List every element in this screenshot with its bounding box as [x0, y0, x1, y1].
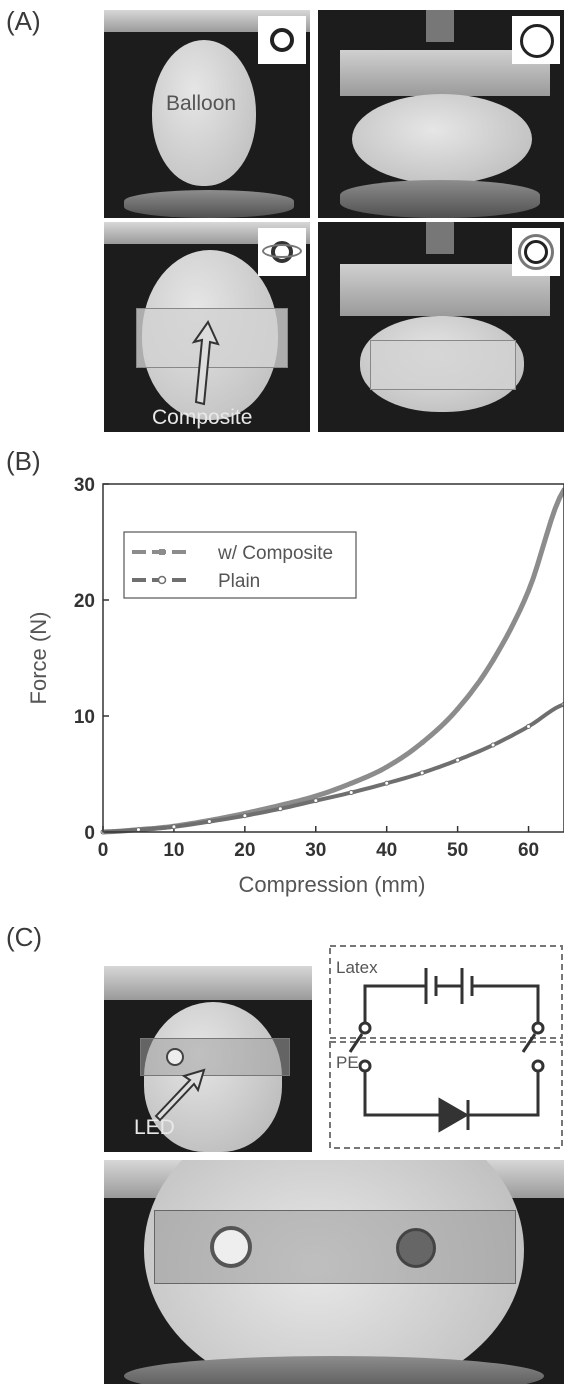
- data-point-composite: [313, 794, 318, 799]
- composite-arrow: [191, 319, 220, 406]
- switch-left-icon: [348, 1021, 372, 1073]
- data-point-composite: [562, 487, 564, 492]
- data-point-plain: [277, 806, 283, 812]
- data-point-plain: [419, 770, 425, 776]
- x-tick-label: 30: [305, 840, 326, 861]
- data-point-composite: [384, 765, 389, 770]
- series-line-plain: [102, 702, 564, 834]
- data-point-composite: [278, 803, 283, 808]
- diode-icon: [363, 1071, 540, 1133]
- pe-box: [329, 1041, 563, 1149]
- balloon-shape: [352, 94, 532, 184]
- led-arrow: [154, 1068, 206, 1122]
- press-base: [124, 1356, 544, 1384]
- data-point-plain: [242, 813, 248, 819]
- data-point-composite: [420, 740, 425, 745]
- data-point-plain: [526, 723, 532, 729]
- large-ring-icon: [512, 16, 560, 64]
- data-point-plain: [135, 827, 141, 833]
- x-axis-label: Compression (mm): [238, 872, 425, 897]
- data-point-plain: [313, 798, 319, 804]
- y-tick-label: 30: [74, 475, 95, 496]
- data-point-plain: [455, 757, 461, 763]
- x-tick-label: 60: [518, 840, 539, 861]
- pe-band: [140, 1038, 290, 1076]
- balloon-shape: [144, 1002, 282, 1152]
- y-axis-label: Force (N): [26, 612, 51, 705]
- led-component: [166, 1048, 184, 1066]
- data-point-composite: [526, 588, 531, 593]
- switch-right-icon: [521, 1021, 545, 1073]
- ring-icon: [258, 16, 306, 64]
- photo-led-closeup: [104, 1160, 564, 1384]
- composite-ring-icon: [258, 228, 306, 276]
- battery-component: [396, 1228, 436, 1268]
- composite-label: Composite: [152, 406, 253, 429]
- legend-marker-composite: [159, 549, 165, 555]
- data-point-plain: [206, 819, 212, 825]
- data-point-plain: [171, 824, 177, 830]
- data-point-plain: [384, 780, 390, 786]
- data-point-plain: [490, 742, 496, 748]
- x-tick-label: 50: [447, 840, 468, 861]
- led-component: [210, 1226, 252, 1268]
- panel-label-a: (A): [6, 6, 41, 36]
- legend-label-composite: w/ Composite: [217, 543, 333, 564]
- photo-balloon-compressed: [318, 10, 564, 218]
- battery-icon: [363, 968, 540, 1023]
- plot-frame: [102, 483, 564, 833]
- led-label: LED: [134, 1116, 175, 1139]
- photo-led-balloon: LED: [104, 966, 312, 1152]
- x-tick-label: 20: [234, 840, 255, 861]
- press-base: [124, 190, 294, 218]
- press-base: [340, 180, 540, 218]
- x-tick-label: 10: [163, 840, 184, 861]
- x-tick-label: 40: [376, 840, 397, 861]
- latex-label: Latex: [336, 958, 378, 977]
- pe-label: PE: [336, 1053, 359, 1072]
- legend-box: [123, 531, 357, 599]
- x-tick-label: 0: [98, 840, 109, 861]
- photo-composite-uncompressed: Composite: [104, 222, 310, 432]
- pe-band: [154, 1210, 516, 1284]
- y-tick-label: 10: [74, 707, 95, 728]
- composite-band: [370, 340, 516, 390]
- press-plate-top: [104, 966, 312, 1000]
- legend-marker-plain: [157, 575, 167, 585]
- latex-box: [329, 945, 563, 1039]
- data-point-composite: [349, 781, 354, 786]
- data-point-composite: [455, 707, 460, 712]
- data-point-plain: [348, 790, 354, 796]
- y-tick-label: 20: [74, 591, 95, 612]
- balloon-shape: [152, 40, 256, 186]
- y-tick-label: 0: [84, 823, 95, 844]
- photo-composite-compressed: [318, 222, 564, 432]
- data-point-composite: [491, 658, 496, 663]
- balloon-label: Balloon: [166, 92, 237, 115]
- panel-label-b: (B): [6, 446, 41, 476]
- legend-label-plain: Plain: [218, 571, 260, 592]
- photo-balloon-uncompressed: Balloon: [104, 10, 310, 218]
- double-ring-icon: [512, 228, 560, 276]
- panel-label-c: (C): [6, 922, 43, 952]
